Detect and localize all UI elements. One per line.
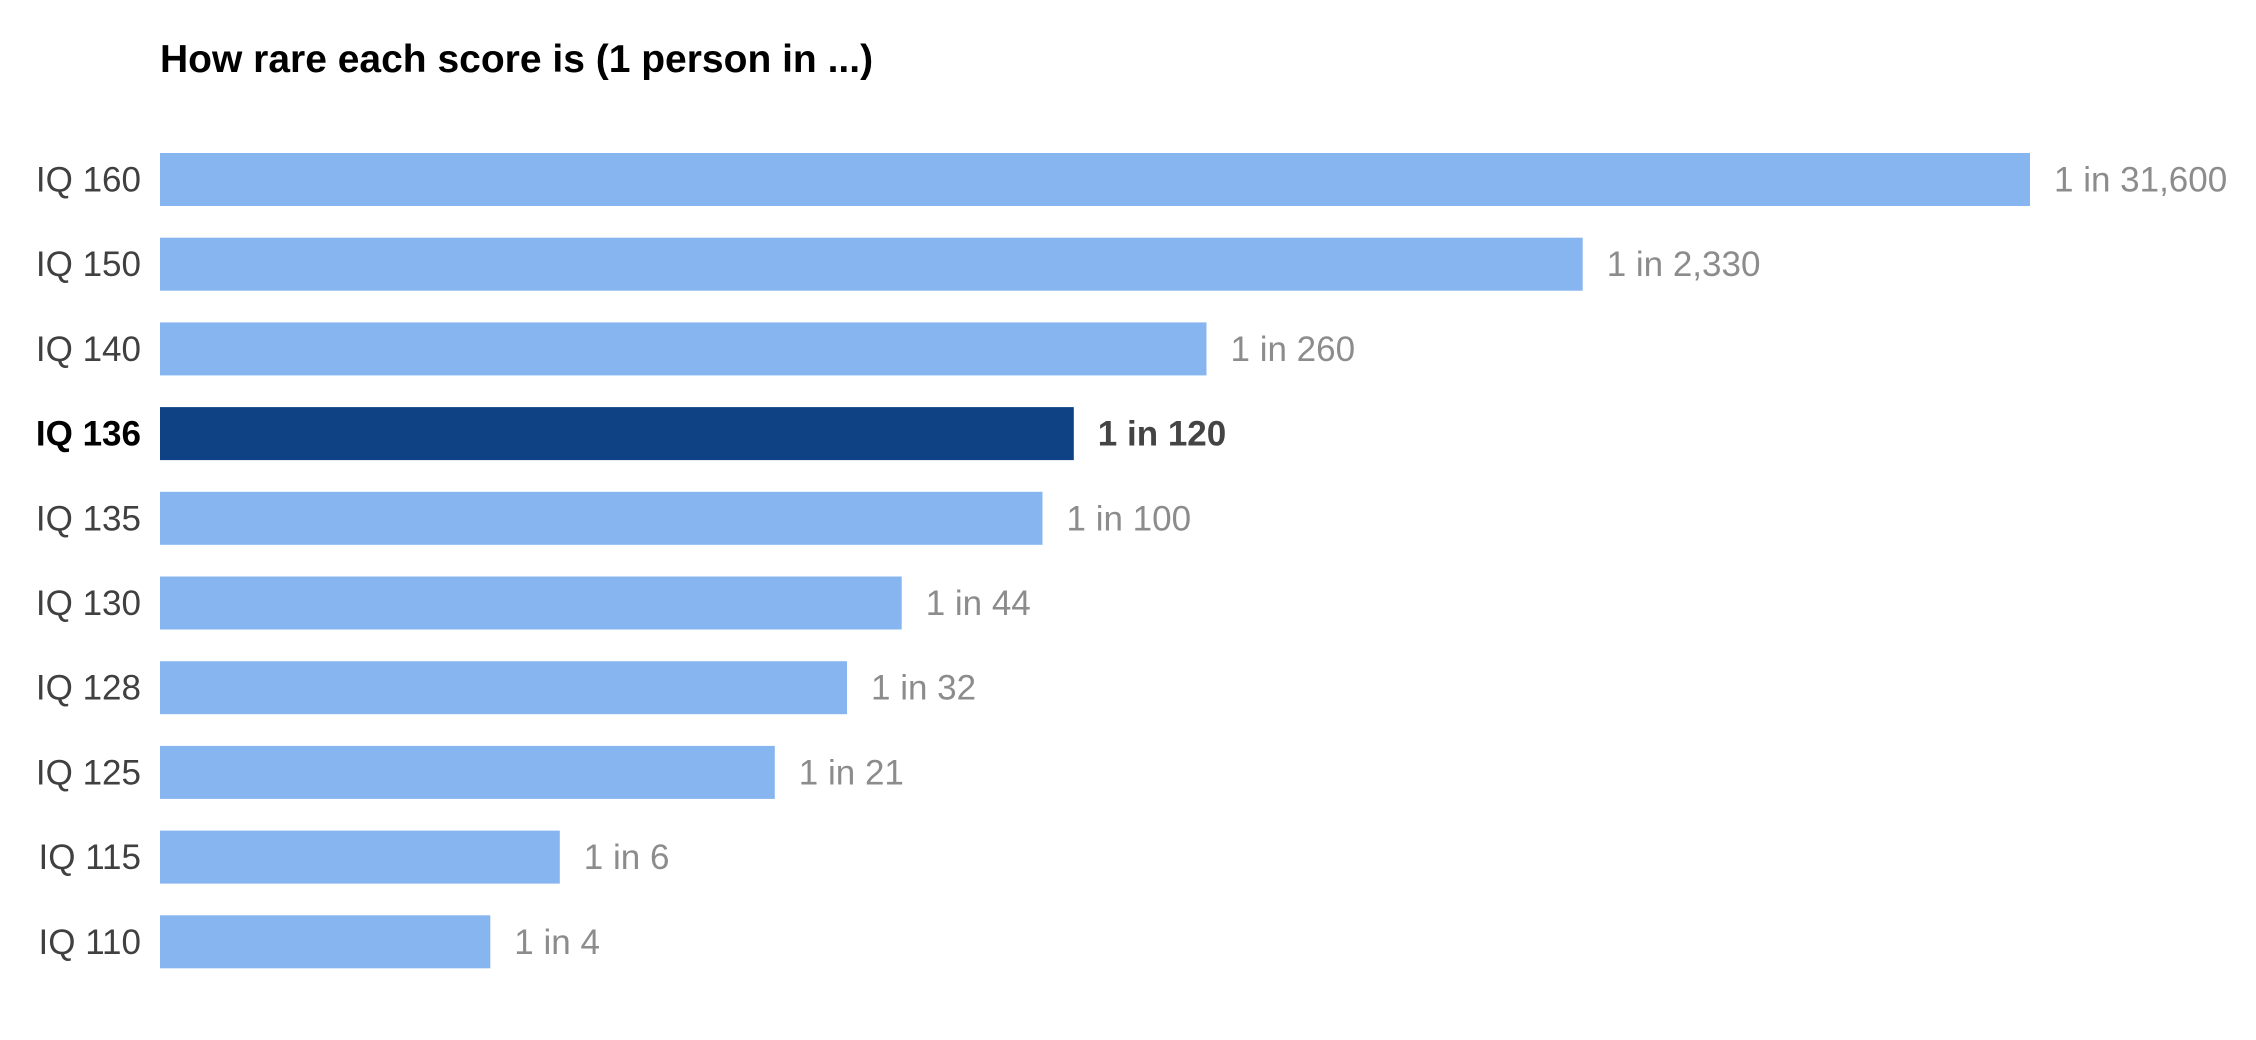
bar-iq-140 <box>160 322 1207 376</box>
bar-iq-128 <box>160 661 847 715</box>
bar-iq-135 <box>160 491 1043 545</box>
category-labels-group: IQ 160 IQ 150 IQ 140 IQ 136 IQ 135 IQ 130 IQ 1… <box>36 161 141 962</box>
value-labels-group: 1 in 31,600 1 in 2,330 1 in 260 1 in 120 1 i… <box>514 161 2227 962</box>
bar-iq-136 <box>160 407 1074 461</box>
category-label: IQ 150 <box>36 245 141 284</box>
category-label: IQ 110 <box>39 923 141 962</box>
value-label: 1 in 4 <box>514 923 600 962</box>
chart-title: How rare each score is (1 person in ...) <box>160 38 873 81</box>
category-label: IQ 160 <box>36 161 141 200</box>
category-label: IQ 130 <box>36 584 141 623</box>
category-label: IQ 115 <box>39 838 141 877</box>
bars-group <box>160 153 2030 969</box>
value-label: 1 in 2,330 <box>1607 245 1761 284</box>
bar-iq-130 <box>160 576 902 630</box>
category-label: IQ 140 <box>36 330 141 369</box>
value-label: 1 in 120 <box>1098 415 1226 454</box>
value-label: 1 in 31,600 <box>2054 161 2227 200</box>
category-label: IQ 128 <box>36 669 141 708</box>
value-label: 1 in 6 <box>584 838 670 877</box>
bar-iq-110 <box>160 915 491 969</box>
value-label: 1 in 100 <box>1067 499 1192 538</box>
bar-iq-115 <box>160 830 560 884</box>
value-label: 1 in 21 <box>799 753 904 792</box>
bar-iq-150 <box>160 237 1583 291</box>
bar-iq-125 <box>160 745 775 799</box>
value-label: 1 in 32 <box>871 669 976 708</box>
category-label: IQ 125 <box>36 753 141 792</box>
value-label: 1 in 260 <box>1231 330 1356 369</box>
bar-iq-160 <box>160 153 2030 206</box>
category-label: IQ 136 <box>36 415 141 454</box>
category-label: IQ 135 <box>36 499 141 538</box>
value-label: 1 in 44 <box>926 584 1031 623</box>
